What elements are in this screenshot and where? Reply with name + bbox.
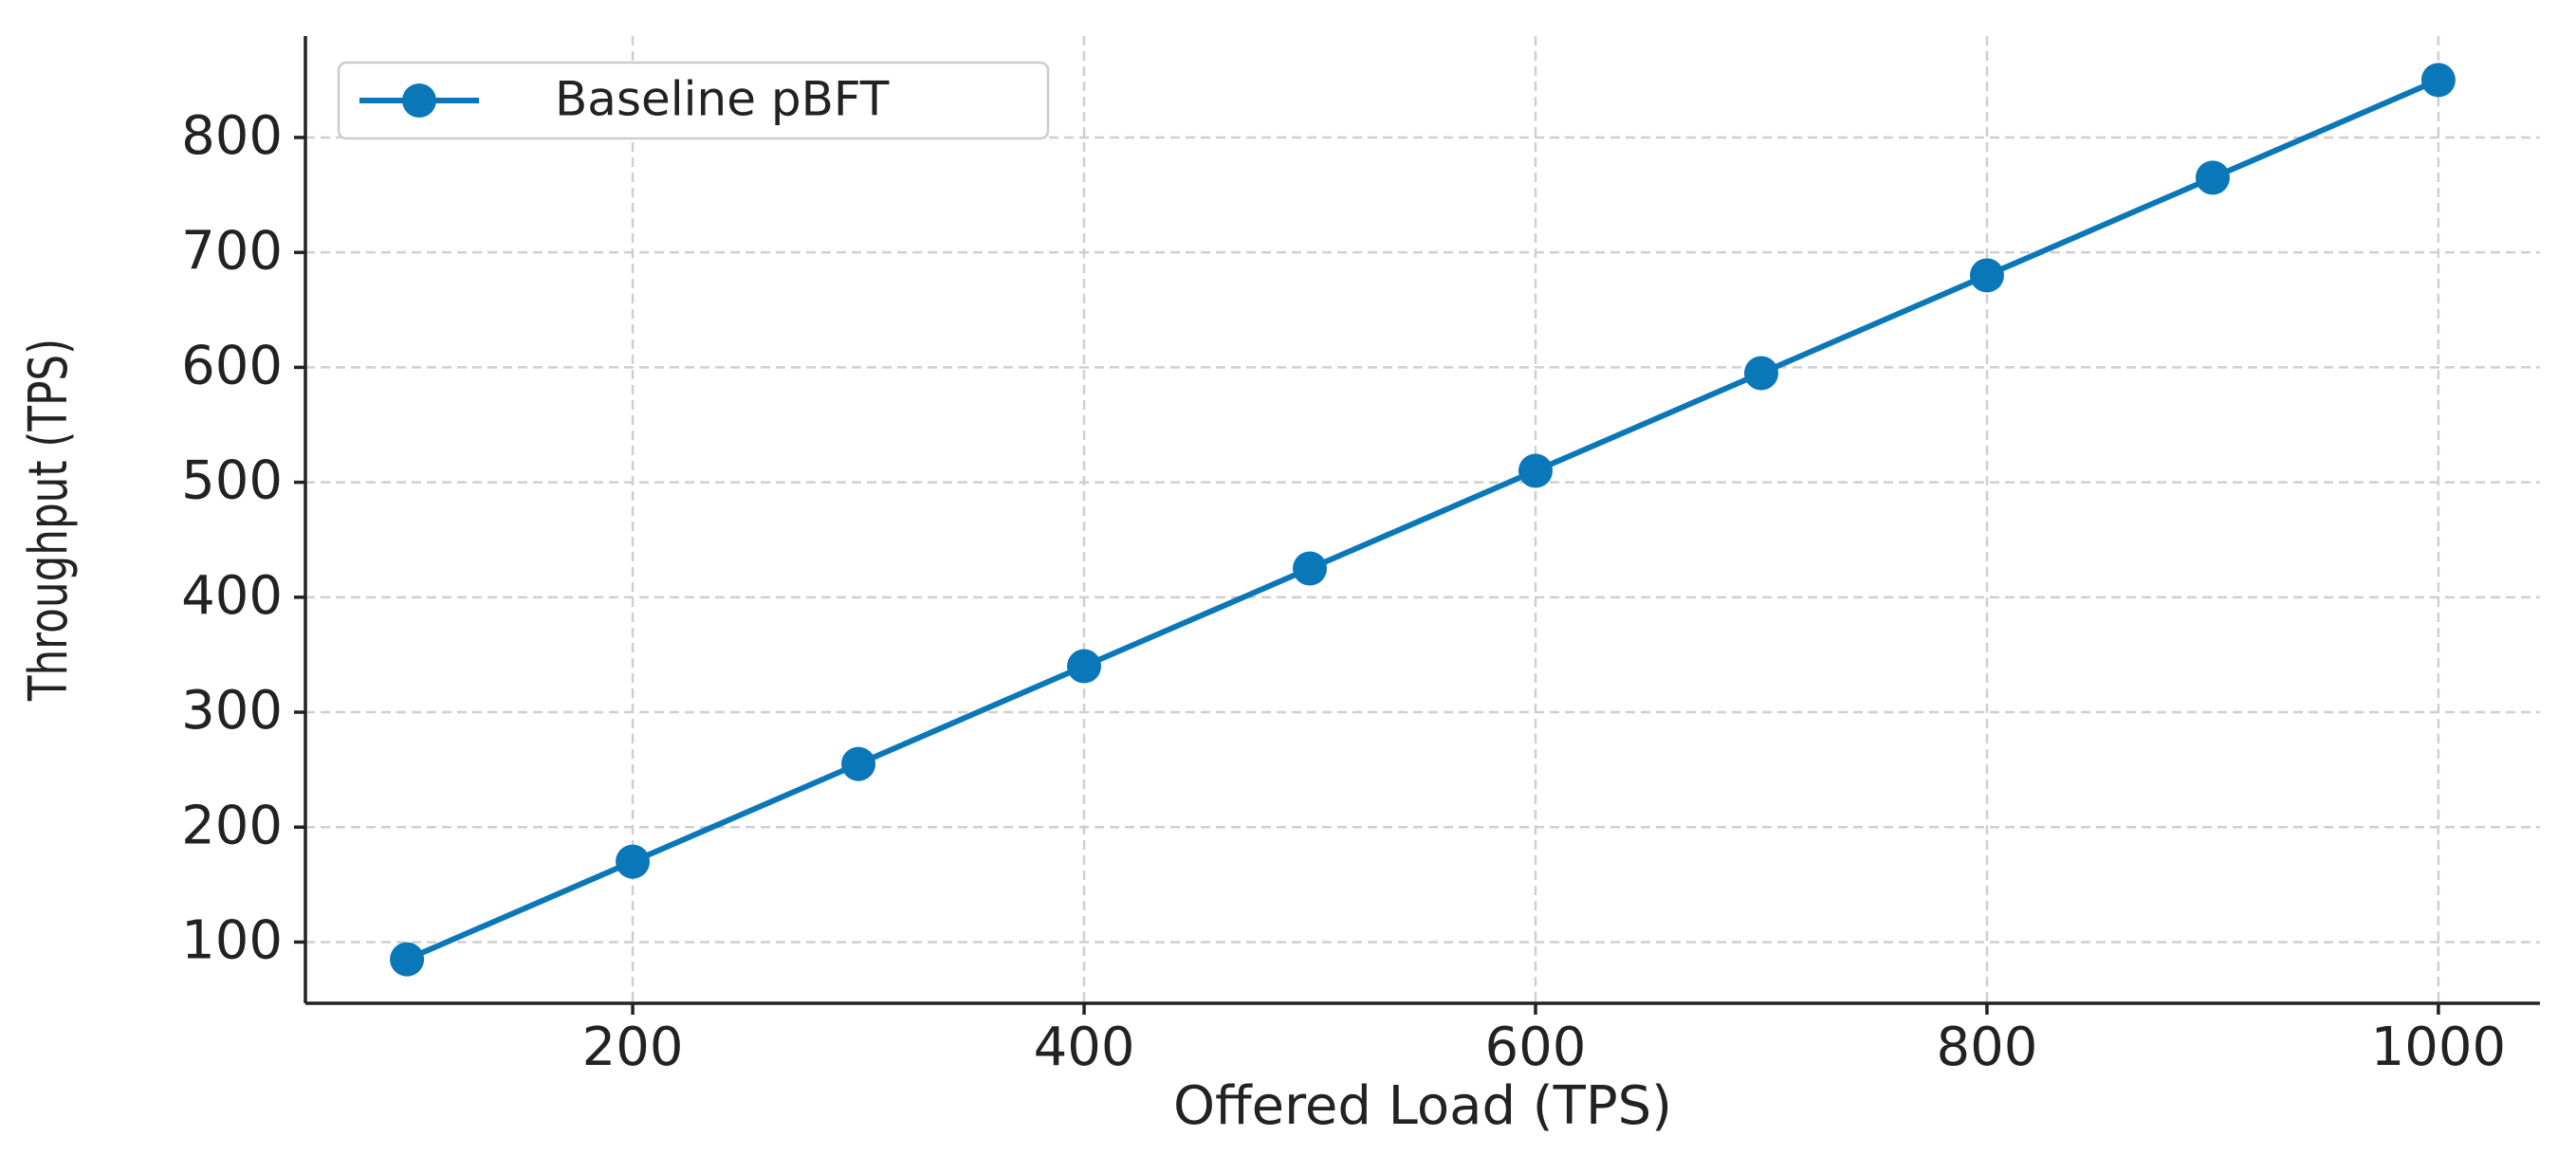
data-point — [1743, 356, 1778, 391]
x-tick-label: 200 — [582, 1017, 684, 1078]
data-point — [2420, 63, 2456, 98]
legend-box — [337, 61, 1050, 140]
y-tick-label: 700 — [181, 220, 283, 282]
legend-marker — [402, 83, 436, 118]
x-axis-label: Offered Load (TPS) — [1173, 1075, 1672, 1137]
data-point — [616, 844, 651, 879]
series-line — [405, 77, 2440, 962]
data-point — [841, 746, 876, 781]
y-tick-label: 300 — [181, 680, 283, 742]
y-tick-label: 200 — [181, 795, 283, 856]
y-axis-label: Throughput (TPS) — [17, 339, 80, 702]
x-tick-label: 400 — [1034, 1017, 1135, 1078]
x-tick-label: 1000 — [2371, 1017, 2507, 1078]
y-tick-label: 100 — [181, 910, 283, 972]
x-tick-label: 600 — [1485, 1017, 1587, 1078]
data-point — [1969, 258, 2004, 293]
data-point — [1067, 649, 1102, 684]
data-point — [390, 942, 425, 977]
x-tick-label: 800 — [1937, 1017, 2038, 1078]
y-tick-label: 500 — [181, 450, 283, 512]
y-tick-label: 600 — [181, 336, 283, 397]
data-point — [1518, 453, 1553, 488]
data-point — [2195, 160, 2230, 195]
legend-label: Baseline pBFT — [555, 72, 890, 127]
data-point — [1293, 551, 1328, 586]
y-tick-label: 400 — [181, 565, 283, 627]
y-tick-label: 800 — [181, 105, 283, 167]
